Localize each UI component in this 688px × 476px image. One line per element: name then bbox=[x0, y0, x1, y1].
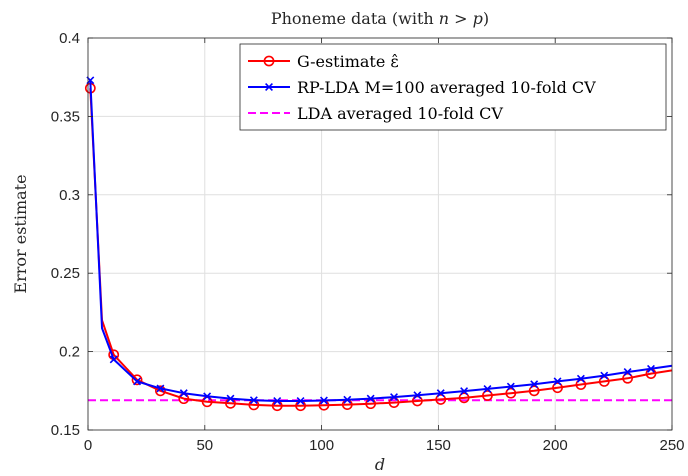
circle-marker bbox=[263, 55, 275, 67]
x-tick-label: 0 bbox=[84, 437, 92, 454]
circle-marker bbox=[528, 385, 540, 397]
x-marker bbox=[319, 396, 328, 405]
circle-marker bbox=[552, 382, 563, 394]
x-tick-label: 250 bbox=[659, 437, 684, 454]
x-tick-label: 200 bbox=[543, 437, 568, 454]
x-marker bbox=[483, 384, 492, 393]
circle-marker bbox=[435, 394, 447, 405]
axes-box bbox=[87, 37, 673, 431]
x-tick-label: 150 bbox=[426, 437, 451, 454]
x-marker bbox=[600, 371, 609, 380]
y-tick-label: 0.25 bbox=[51, 265, 80, 282]
series-0 bbox=[84, 82, 673, 412]
x-marker bbox=[203, 392, 212, 401]
x-marker bbox=[460, 387, 469, 396]
x-marker bbox=[530, 380, 539, 389]
legend-label-0: G-estimate ε̂ bbox=[297, 52, 399, 71]
circle-marker bbox=[155, 385, 166, 397]
x-tick-label: 100 bbox=[309, 437, 334, 454]
legend-box bbox=[239, 43, 667, 131]
circle-marker bbox=[411, 395, 423, 407]
legend-label-1: RP-LDA M=100 averaged 10-fold CV bbox=[297, 78, 596, 97]
x-marker bbox=[553, 377, 562, 386]
series-1 bbox=[86, 76, 673, 405]
x-marker bbox=[226, 394, 235, 403]
x-marker bbox=[436, 389, 445, 398]
x-axis-label: d bbox=[375, 455, 385, 474]
series-layer bbox=[84, 76, 673, 412]
y-axis-label: Error estimate bbox=[11, 174, 30, 293]
x-marker bbox=[576, 374, 585, 383]
circle-marker bbox=[598, 375, 610, 387]
x-marker bbox=[647, 364, 655, 373]
circle-marker bbox=[131, 374, 143, 386]
circle-marker bbox=[575, 379, 587, 390]
chart-title: Phoneme data (with n > p) bbox=[271, 9, 489, 28]
x-marker bbox=[133, 377, 142, 386]
x-marker bbox=[366, 394, 375, 403]
x-marker bbox=[109, 355, 118, 364]
x-marker bbox=[156, 384, 165, 393]
y-tick-label: 0.4 bbox=[59, 30, 80, 47]
x-marker bbox=[296, 397, 305, 405]
x-marker bbox=[506, 382, 515, 391]
circle-marker bbox=[505, 387, 517, 399]
y-tick-label: 0.3 bbox=[59, 187, 80, 204]
legend: G-estimate ε̂ RP-LDA M=100 averaged 10-fo… bbox=[239, 43, 667, 131]
x-marker bbox=[413, 391, 422, 400]
circle-marker bbox=[482, 390, 493, 401]
x-marker bbox=[179, 389, 188, 398]
x-marker bbox=[390, 393, 398, 402]
circle-marker bbox=[458, 392, 470, 404]
series-line bbox=[89, 88, 673, 407]
x-marker bbox=[343, 395, 352, 404]
y-tick-label: 0.35 bbox=[51, 108, 80, 125]
axis-ticks: 0 50 100 150 200 250 0.15 0.2 0.25 0.3 0.35 0.4 bbox=[51, 30, 685, 454]
x-marker bbox=[249, 396, 258, 405]
y-tick-label: 0.15 bbox=[51, 422, 80, 439]
y-tick-label: 0.2 bbox=[59, 344, 80, 361]
circle-marker bbox=[622, 372, 634, 384]
x-marker bbox=[273, 397, 282, 405]
x-marker bbox=[265, 83, 273, 91]
x-tick-label: 50 bbox=[196, 437, 213, 454]
x-marker bbox=[623, 368, 632, 376]
legend-label-2: LDA averaged 10-fold CV bbox=[297, 104, 503, 123]
